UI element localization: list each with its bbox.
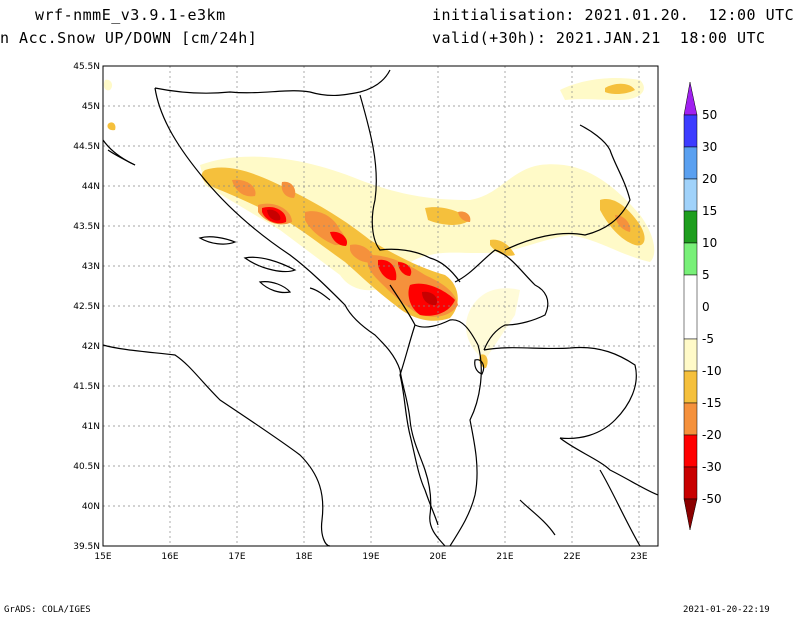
lon-label: 21E xyxy=(496,552,513,562)
legend-swatch xyxy=(683,178,698,212)
lat-label: 44.5N xyxy=(73,142,100,152)
legend-label: -10 xyxy=(702,364,722,378)
lon-label: 22E xyxy=(563,552,580,562)
legend-label: -20 xyxy=(702,428,722,442)
footer-credit: GrADS: COLA/IGES xyxy=(4,605,91,615)
legend-label: -5 xyxy=(702,332,714,346)
legend-label: 30 xyxy=(702,140,717,154)
lat-label: 43N xyxy=(82,262,100,272)
lat-label: 40N xyxy=(82,502,100,512)
lon-label: 18E xyxy=(295,552,312,562)
legend-label: 15 xyxy=(702,204,717,218)
legend-swatch xyxy=(683,338,698,372)
lat-label: 41.5N xyxy=(73,382,100,392)
legend-label: 5 xyxy=(702,268,710,282)
legend-label: 0 xyxy=(702,300,710,314)
legend-label: -15 xyxy=(702,396,722,410)
legend-swatch xyxy=(683,370,698,404)
legend-label: 50 xyxy=(702,108,717,122)
legend-swatch xyxy=(683,242,698,276)
legend-label: 10 xyxy=(702,236,717,250)
legend-bottom-arrow xyxy=(683,498,698,531)
map-border xyxy=(102,65,659,547)
legend-swatch xyxy=(683,274,698,340)
legend-label: 20 xyxy=(702,172,717,186)
legend-swatch xyxy=(683,210,698,244)
grid-lines xyxy=(103,66,658,546)
lon-axis: 15E 16E 17E 18E 19E 20E 21E 22E 23E xyxy=(94,552,647,562)
lat-axis: 45.5N 45N 44.5N 44N 43.5N 43N 42.5N 42N … xyxy=(73,62,100,552)
lat-label: 45N xyxy=(82,102,100,112)
valid-time: valid(+30h): 2021.JAN.21 18:00 UTC xyxy=(432,29,766,47)
legend-swatch xyxy=(683,402,698,436)
lon-label: 17E xyxy=(228,552,245,562)
lon-label: 23E xyxy=(630,552,647,562)
lat-label: 40.5N xyxy=(73,462,100,472)
legend-swatch xyxy=(683,114,698,148)
lat-label: 42.5N xyxy=(73,302,100,312)
legend-label: -50 xyxy=(702,492,722,506)
legend-label: -30 xyxy=(702,460,722,474)
lat-label: 42N xyxy=(82,342,100,352)
lon-label: 16E xyxy=(161,552,178,562)
color-legend xyxy=(683,81,698,531)
model-title: wrf-nmmE_v3.9.1-e3km xyxy=(35,6,226,24)
init-time: initialisation: 2021.01.20. 12:00 UTC xyxy=(432,6,795,24)
field-title: n Acc.Snow UP/DOWN [cm/24h] xyxy=(0,29,258,47)
legend-swatch xyxy=(683,146,698,180)
lon-label: 15E xyxy=(94,552,111,562)
lat-label: 41N xyxy=(82,422,100,432)
lat-label: 45.5N xyxy=(73,62,100,72)
legend-swatch xyxy=(683,466,698,500)
footer-timestamp: 2021-01-20-22:19 xyxy=(683,605,770,615)
legend-top-arrow xyxy=(683,81,698,116)
lat-label: 39.5N xyxy=(73,542,100,552)
coastlines-borders xyxy=(102,69,659,547)
legend-labels: 50 30 20 15 10 5 0 -5 -10 -15 -20 -30 -5… xyxy=(702,108,722,506)
lon-label: 19E xyxy=(362,552,379,562)
lat-label: 43.5N xyxy=(73,222,100,232)
snow-field xyxy=(103,78,655,368)
legend-swatch xyxy=(683,434,698,468)
lon-label: 20E xyxy=(429,552,446,562)
lat-label: 44N xyxy=(82,182,100,192)
